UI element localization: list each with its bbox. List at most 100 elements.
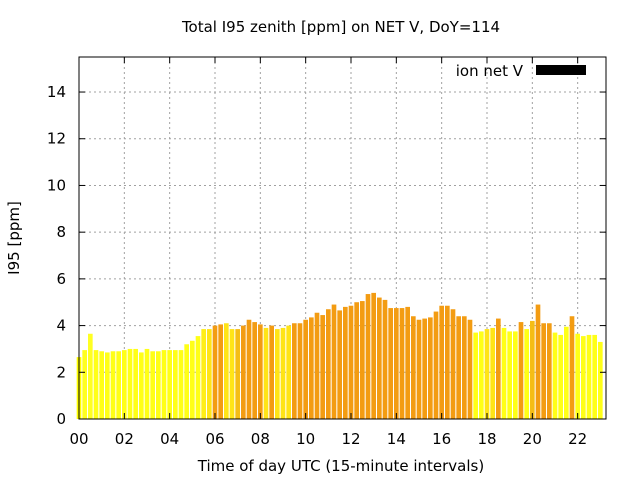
bar [524,329,529,419]
bar [105,352,110,419]
x-tick-label: 22 [568,430,587,448]
bar [201,329,206,419]
bar [184,344,189,419]
x-tick-label: 06 [205,430,224,448]
bar [377,297,382,419]
x-axis-label: Time of day UTC (15-minute intervals) [197,457,484,475]
x-tick-label: 02 [115,430,134,448]
bar [507,331,512,419]
bar [258,324,263,419]
bar [297,323,303,419]
bar [541,323,546,419]
bar [241,325,246,419]
bar [127,348,133,419]
bars [76,292,603,419]
x-tick-label: 18 [477,430,496,448]
x-tick-label: 16 [432,430,451,448]
bar [467,319,473,419]
y-tick-label: 8 [56,223,66,241]
y-tick-label: 14 [47,83,66,101]
bar [388,308,393,419]
bar [303,319,308,419]
bar [496,318,501,419]
y-tick-label: 0 [56,410,66,428]
bar [456,316,461,419]
bar [320,315,325,419]
bar [314,312,320,419]
bar [479,331,484,419]
bar [110,351,116,419]
bar [150,351,155,419]
bar [218,324,223,419]
bar [161,350,167,419]
ticks [78,57,606,420]
bar [558,334,563,419]
bar [173,350,178,419]
y-axis-label: I95 [ppm] [5,201,23,275]
bar [394,308,399,419]
bar [178,350,184,419]
x-tick-label: 00 [69,430,88,448]
x-tick-label: 12 [341,430,360,448]
bar [156,351,161,419]
legend-label: ion net V [456,62,524,80]
bar [286,325,291,419]
bar [326,309,331,419]
bar [575,333,580,419]
bar [348,305,354,419]
bar [586,334,592,419]
x-tick-label: 20 [523,430,542,448]
bar [337,310,342,419]
bar [433,311,439,419]
plot-frame [78,56,607,420]
bar [139,352,144,419]
bar [343,306,348,419]
bar [88,333,93,419]
bar [354,302,359,419]
bar [518,322,524,419]
bar [598,341,603,419]
bar [535,304,541,419]
bar [292,323,297,419]
bar [552,332,558,419]
bar [513,331,518,419]
bar [212,325,218,419]
bar [462,316,467,419]
bar [360,301,365,419]
bar [445,305,450,419]
bar [224,323,229,419]
bar [569,316,575,419]
bar [133,348,138,419]
bar [382,299,388,419]
bar [82,350,87,419]
bar [309,317,314,419]
bar [122,350,127,419]
x-tick-label: 04 [160,430,179,448]
y-tick-label: 6 [56,270,66,288]
legend: ion net V [456,62,586,80]
bar [581,336,586,419]
bar [371,292,376,419]
y-tick-labels: 0 2 4 6 8 10 12 14 [47,83,66,428]
bar [416,319,422,419]
bar [190,340,195,419]
bar [484,329,490,419]
y-tick-label: 2 [56,363,66,381]
y-tick-label: 10 [47,176,66,194]
bar [439,305,444,419]
bar [275,329,280,419]
bar [428,317,433,419]
bar [490,327,495,419]
bar [229,329,235,419]
x-tick-label: 10 [296,430,315,448]
y-tick-label: 12 [47,130,66,148]
bar [195,336,201,419]
bar [501,327,507,419]
bar [411,316,416,419]
bar [269,325,274,419]
bar [399,308,405,419]
bar [116,351,121,419]
bar [564,326,569,419]
bar [252,322,257,419]
x-tick-label: 14 [387,430,406,448]
